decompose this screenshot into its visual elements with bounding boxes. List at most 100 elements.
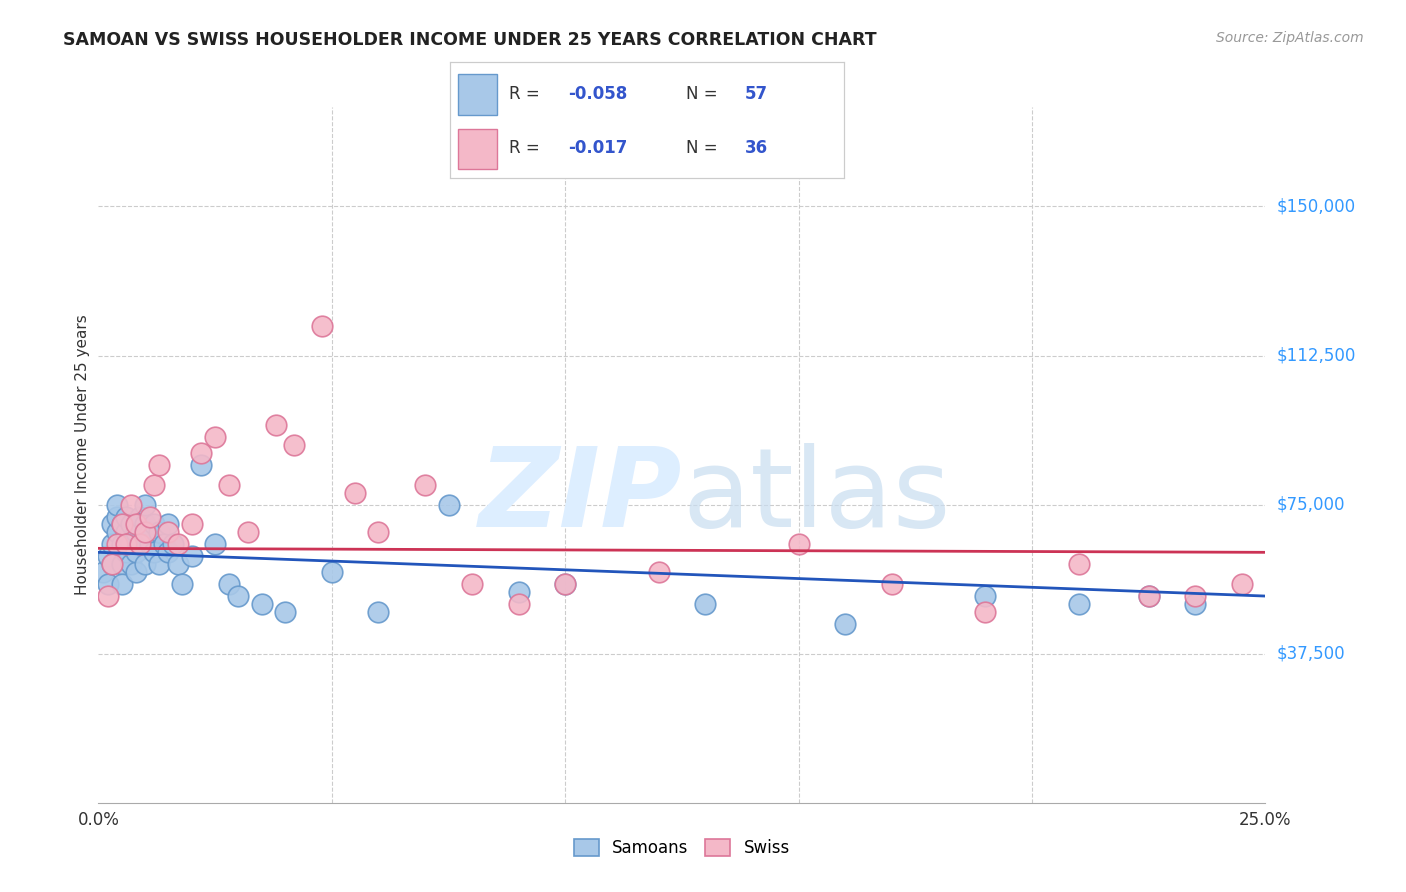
Point	[508, 585, 530, 599]
Point	[134, 525, 156, 540]
Text: Source: ZipAtlas.com: Source: ZipAtlas.com	[1216, 31, 1364, 45]
Point	[367, 525, 389, 540]
Point	[190, 458, 212, 472]
Point	[91, 565, 114, 579]
Point	[120, 517, 142, 532]
Y-axis label: Householder Income Under 25 years: Householder Income Under 25 years	[75, 315, 90, 595]
Point	[143, 545, 166, 559]
Point	[139, 537, 162, 551]
Point	[97, 549, 120, 564]
Point	[125, 517, 148, 532]
Point	[166, 558, 188, 572]
Point	[157, 525, 180, 540]
Point	[115, 509, 138, 524]
Point	[143, 517, 166, 532]
Point	[974, 605, 997, 619]
Point	[236, 525, 259, 540]
Point	[321, 565, 343, 579]
Point	[111, 517, 134, 532]
Point	[120, 498, 142, 512]
Point	[437, 498, 460, 512]
Text: R =: R =	[509, 85, 546, 103]
Point	[283, 438, 305, 452]
Legend: Samoans, Swiss: Samoans, Swiss	[567, 832, 797, 864]
Text: N =: N =	[686, 139, 723, 157]
Point	[152, 537, 174, 551]
Point	[880, 577, 903, 591]
Text: $75,000: $75,000	[1277, 496, 1346, 514]
Point	[180, 517, 202, 532]
Point	[180, 549, 202, 564]
Point	[204, 430, 226, 444]
Text: $37,500: $37,500	[1277, 645, 1346, 663]
Point	[115, 545, 138, 559]
Point	[139, 525, 162, 540]
Point	[1067, 558, 1090, 572]
Point	[157, 517, 180, 532]
Point	[218, 577, 240, 591]
FancyBboxPatch shape	[458, 128, 498, 169]
Point	[111, 558, 134, 572]
Point	[105, 498, 128, 512]
Point	[111, 517, 134, 532]
Point	[1137, 589, 1160, 603]
Point	[1137, 589, 1160, 603]
Point	[101, 558, 124, 572]
Text: $150,000: $150,000	[1277, 197, 1355, 216]
Point	[1067, 597, 1090, 611]
Text: R =: R =	[509, 139, 546, 157]
Point	[134, 498, 156, 512]
Point	[204, 537, 226, 551]
Point	[367, 605, 389, 619]
Point	[111, 537, 134, 551]
Point	[148, 558, 170, 572]
Point	[172, 577, 194, 591]
Point	[250, 597, 273, 611]
Point	[105, 509, 128, 524]
Point	[974, 589, 997, 603]
Point	[129, 537, 152, 551]
Point	[105, 525, 128, 540]
FancyBboxPatch shape	[458, 74, 498, 114]
Point	[508, 597, 530, 611]
Point	[413, 477, 436, 491]
Point	[311, 318, 333, 333]
Point	[148, 525, 170, 540]
Point	[105, 537, 128, 551]
Point	[115, 537, 138, 551]
Point	[115, 525, 138, 540]
Point	[101, 517, 124, 532]
Point	[134, 517, 156, 532]
Text: ZIP: ZIP	[478, 443, 682, 550]
Text: SAMOAN VS SWISS HOUSEHOLDER INCOME UNDER 25 YEARS CORRELATION CHART: SAMOAN VS SWISS HOUSEHOLDER INCOME UNDER…	[63, 31, 877, 49]
Point	[834, 616, 856, 631]
Point	[125, 525, 148, 540]
Text: $112,500: $112,500	[1277, 346, 1355, 365]
Point	[1184, 597, 1206, 611]
Text: -0.058: -0.058	[568, 85, 627, 103]
Text: -0.017: -0.017	[568, 139, 627, 157]
Point	[1184, 589, 1206, 603]
Text: N =: N =	[686, 85, 723, 103]
Point	[134, 558, 156, 572]
Text: atlas: atlas	[682, 443, 950, 550]
Point	[97, 577, 120, 591]
Point	[344, 485, 367, 500]
Point	[143, 477, 166, 491]
Point	[129, 509, 152, 524]
Point	[162, 537, 184, 551]
Point	[148, 458, 170, 472]
Point	[554, 577, 576, 591]
Point	[129, 537, 152, 551]
Point	[111, 577, 134, 591]
Point	[166, 537, 188, 551]
Point	[218, 477, 240, 491]
Point	[157, 545, 180, 559]
Point	[554, 577, 576, 591]
Point	[125, 565, 148, 579]
Point	[787, 537, 810, 551]
Point	[120, 558, 142, 572]
Point	[695, 597, 717, 611]
Point	[1230, 577, 1253, 591]
Point	[228, 589, 250, 603]
